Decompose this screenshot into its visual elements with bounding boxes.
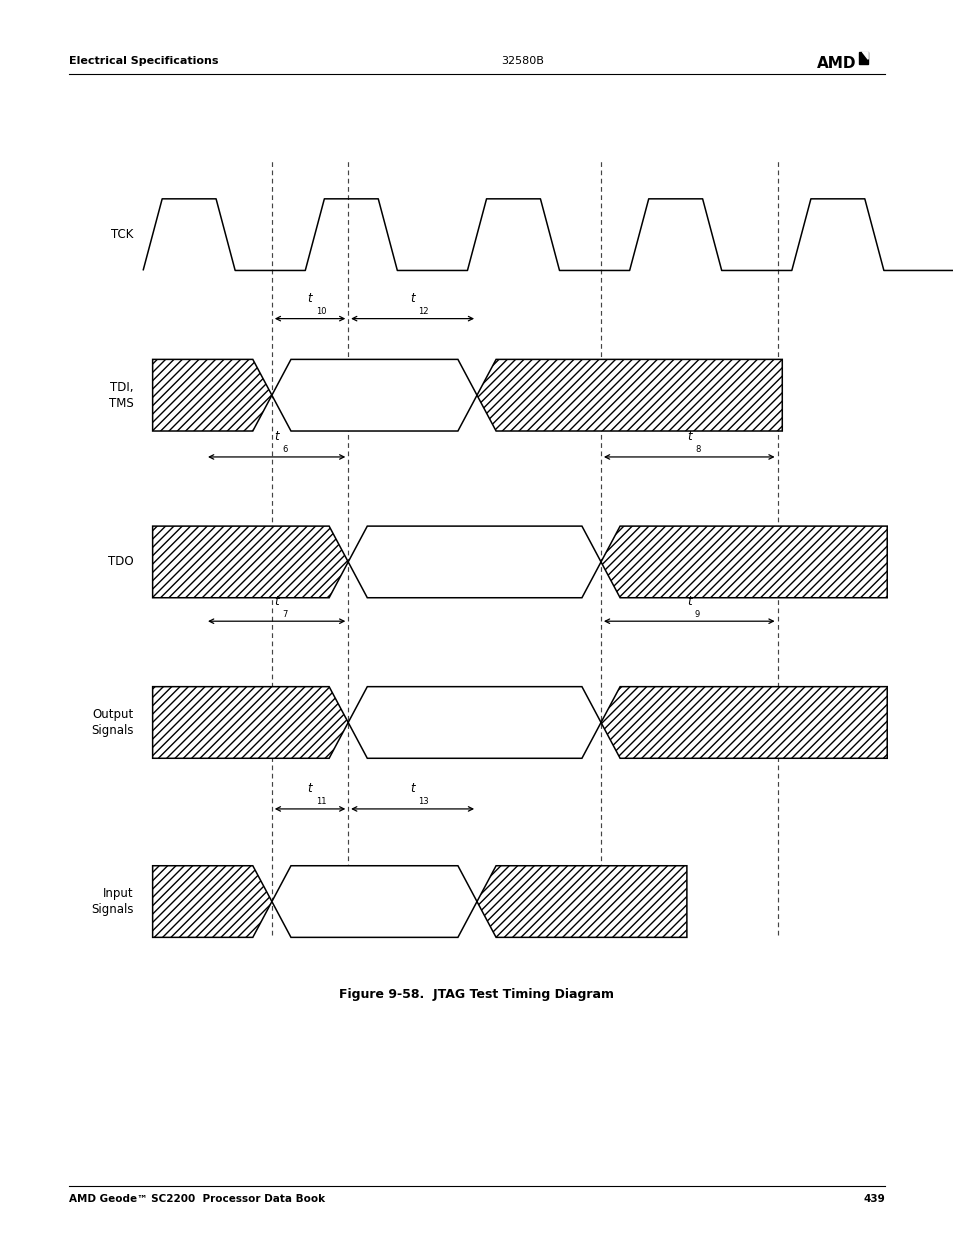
Polygon shape — [152, 687, 348, 758]
Text: Electrical Specifications: Electrical Specifications — [69, 56, 218, 65]
Text: t: t — [686, 430, 691, 443]
Text: 439: 439 — [862, 1194, 884, 1204]
Text: t: t — [308, 782, 312, 795]
Text: 6: 6 — [282, 446, 288, 454]
Polygon shape — [348, 526, 600, 598]
Polygon shape — [152, 359, 272, 431]
Text: t: t — [274, 430, 278, 443]
Text: 13: 13 — [417, 798, 429, 806]
Polygon shape — [476, 359, 781, 431]
Polygon shape — [152, 526, 348, 598]
Text: AMD: AMD — [817, 56, 856, 70]
Text: 32580B: 32580B — [501, 56, 543, 65]
Polygon shape — [476, 866, 686, 937]
Polygon shape — [272, 866, 476, 937]
Text: AMD Geode™ SC2200  Processor Data Book: AMD Geode™ SC2200 Processor Data Book — [69, 1194, 324, 1204]
Polygon shape — [272, 359, 476, 431]
Text: Figure 9-58.  JTAG Test Timing Diagram: Figure 9-58. JTAG Test Timing Diagram — [339, 988, 614, 1002]
Text: 7: 7 — [282, 610, 288, 619]
Text: t: t — [410, 782, 415, 795]
Text: t: t — [308, 291, 312, 305]
Text: Input
Signals: Input Signals — [91, 887, 133, 916]
Text: t: t — [686, 594, 691, 608]
Polygon shape — [862, 52, 867, 59]
Text: 10: 10 — [315, 308, 326, 316]
Text: Output
Signals: Output Signals — [91, 708, 133, 737]
Polygon shape — [152, 866, 272, 937]
Text: 8: 8 — [694, 446, 700, 454]
FancyBboxPatch shape — [858, 52, 867, 64]
Text: t: t — [274, 594, 278, 608]
Text: 11: 11 — [315, 798, 326, 806]
Text: TDI,
TMS: TDI, TMS — [109, 380, 133, 410]
Text: 9: 9 — [694, 610, 700, 619]
Text: 12: 12 — [417, 308, 429, 316]
Polygon shape — [600, 687, 886, 758]
Text: TDO: TDO — [108, 556, 133, 568]
Text: t: t — [410, 291, 415, 305]
Polygon shape — [600, 526, 886, 598]
Polygon shape — [348, 687, 600, 758]
Text: TCK: TCK — [112, 228, 133, 241]
